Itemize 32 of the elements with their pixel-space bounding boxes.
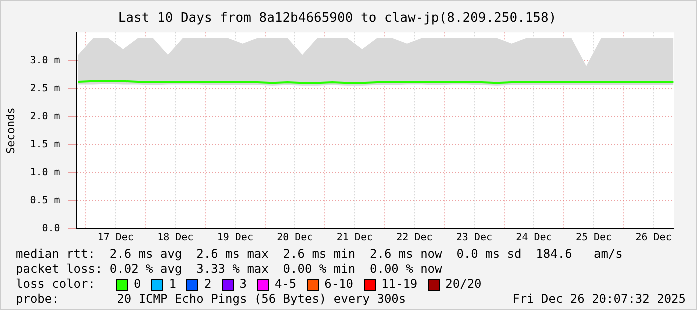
legend-label: 2	[204, 277, 212, 292]
legend-label: 3	[240, 277, 247, 292]
x-tick-label: 24 Dec	[516, 232, 552, 244]
text: packet loss: 0.02 % avg 3.33 % max 0.00 % min 0.00 % now	[16, 262, 444, 277]
x-tick-label: 18 Dec	[158, 232, 194, 244]
text: median rtt: 2.6 ms avg 2.6 ms max 2.6 ms min 2.6 ms now 0.0 ms sd 184.6 am/s	[16, 247, 624, 262]
x-tick-label: 19 Dec	[217, 232, 254, 244]
y-axis-title: Seconds	[4, 108, 18, 154]
text: Fri Dec 26 20:07:32 2025	[512, 292, 686, 307]
legend-label: 1	[169, 277, 176, 292]
chart-title: Last 10 Days from 8a12b4665900 to claw-jp(8.209.250.158)	[118, 11, 557, 26]
x-tick-label: 23 Dec	[456, 232, 493, 244]
legend-title: loss color:	[16, 277, 96, 292]
x-tick-label: 21 Dec	[336, 232, 373, 244]
legend-label: 6-10	[324, 277, 354, 292]
y-tick-label: 0.0	[42, 224, 60, 235]
x-tick-label: 20 Dec	[277, 232, 314, 244]
y-tick-label: 2.5 m	[30, 83, 60, 94]
x-tick-label: 17 Dec	[98, 232, 134, 244]
y-tick-label: 1.5 m	[30, 139, 60, 150]
y-tick-label: 0.5 m	[30, 196, 60, 207]
y-tick-label: 2.0 m	[30, 111, 60, 122]
y-tick-label: 3.0 m	[30, 55, 60, 66]
legend-label: 20/20	[446, 277, 482, 292]
legend-label: 11-19	[382, 277, 418, 292]
y-tick-label: 1.0 m	[30, 167, 60, 178]
x-tick-label: 22 Dec	[396, 232, 433, 244]
x-tick-label: 25 Dec	[576, 232, 612, 244]
x-tick-label: 26 Dec	[636, 232, 672, 244]
legend-label: 4-5	[274, 277, 297, 292]
text: probe: 20 ICMP Echo Pings (56 Bytes) every 300s	[16, 292, 406, 307]
legend-label: 0	[134, 277, 142, 292]
